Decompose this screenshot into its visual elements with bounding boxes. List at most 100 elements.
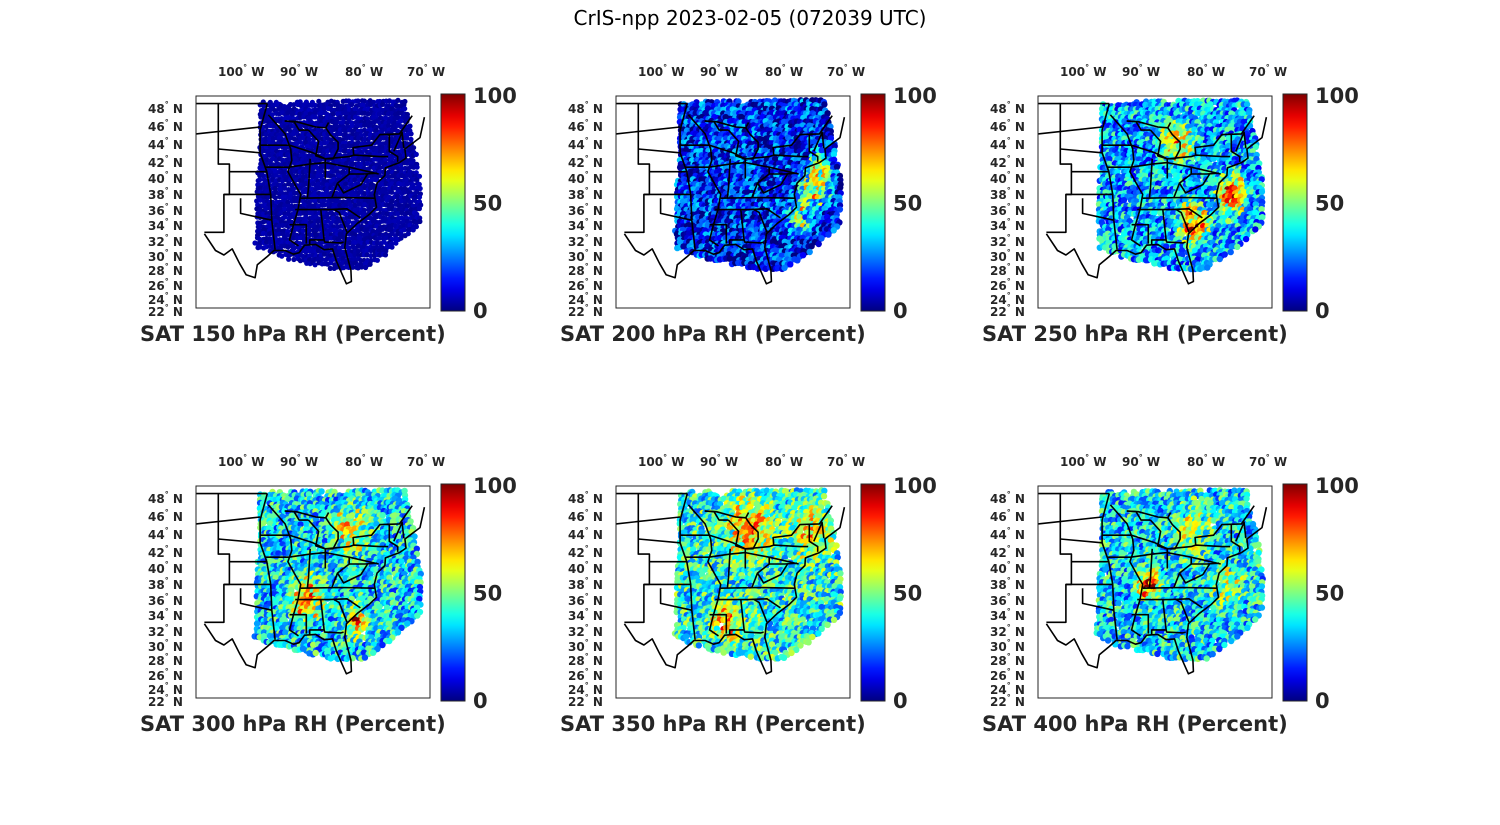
- rh-dot: [1207, 101, 1214, 108]
- rh-dot: [408, 131, 414, 137]
- rh-dot: [389, 244, 395, 250]
- rh-dot: [404, 135, 410, 141]
- rh-dot: [379, 197, 385, 203]
- rh-dot: [818, 235, 825, 242]
- rh-dot: [373, 214, 379, 220]
- map-frame: [615, 95, 851, 309]
- rh-dot: [319, 256, 325, 262]
- rh-dot: [407, 123, 413, 129]
- rh-dot: [260, 107, 266, 113]
- rh-dot: [306, 136, 312, 142]
- lat-tick-label: 44° N: [568, 136, 603, 152]
- rh-dot: [312, 262, 318, 268]
- rh-dot: [417, 218, 423, 225]
- lat-tick-label: 34° N: [568, 217, 603, 233]
- map-panel-150: 100° W 90° W 80° W 70° W 48° N 46° N 44° N 42° …: [140, 60, 540, 360]
- rh-dot: [368, 127, 374, 133]
- rh-dot: [398, 118, 404, 124]
- lat-tick-label: 42° N: [148, 154, 183, 170]
- rh-dot: [272, 185, 278, 192]
- rh-dot: [383, 235, 389, 241]
- rh-dot: [1245, 110, 1253, 117]
- rh-dot: [821, 101, 828, 108]
- rh-dot: [837, 184, 844, 191]
- rh-dot: [376, 235, 382, 241]
- lat-tick-label: 42° N: [568, 154, 603, 170]
- rh-dot: [825, 231, 832, 238]
- lat-tick-label: 48° N: [148, 100, 183, 116]
- map-plot-150: 100° W 90° W 80° W 70° W48° N46° N44° N42° …: [148, 63, 517, 323]
- lon-tick-label: 70° W: [407, 63, 445, 79]
- rh-dot: [306, 132, 312, 138]
- rh-dot: [343, 202, 349, 208]
- lat-tick-label: 32° N: [148, 233, 183, 249]
- rh-dot: [321, 140, 327, 146]
- rh-dot: [291, 102, 297, 108]
- rh-dot: [414, 211, 420, 217]
- lat-tick-label: 26° N: [568, 277, 603, 293]
- colorbar: [860, 93, 886, 312]
- colorbar-label-mid: 50: [893, 192, 922, 216]
- lon-tick-label: 80° W: [345, 63, 383, 79]
- rh-dot: [830, 151, 838, 158]
- rh-dot: [383, 115, 389, 121]
- rh-dot: [382, 252, 389, 258]
- rh-dot: [325, 243, 331, 249]
- rh-dot: [836, 206, 844, 213]
- rh-dot: [364, 248, 370, 254]
- rh-dot: [288, 214, 294, 220]
- lat-tick-label: 24° N: [568, 291, 603, 307]
- rh-dot: [318, 164, 324, 170]
- lat-tick-label: 44° N: [148, 136, 183, 152]
- rh-dot: [321, 106, 327, 112]
- rh-dot: [407, 199, 414, 205]
- lat-tick-label: 22° N: [568, 303, 603, 319]
- rh-dot: [416, 206, 422, 212]
- rh-dot: [395, 211, 401, 217]
- map-frame: [195, 95, 431, 309]
- panel-title: SAT 200 hPa RH (Percent): [560, 322, 866, 346]
- lat-tick-label: 48° N: [568, 100, 603, 116]
- rh-dot: [349, 101, 355, 108]
- lat-tick-label: 36° N: [568, 202, 603, 218]
- panel-title: SAT 150 hPa RH (Percent): [140, 322, 446, 346]
- rh-dot: [363, 264, 369, 271]
- rh-dot: [343, 143, 349, 150]
- rh-dot: [312, 114, 318, 120]
- rh-dot: [327, 265, 333, 271]
- rh-dot: [303, 249, 309, 255]
- rh-dot: [799, 252, 807, 259]
- lat-tick-label: 34° N: [148, 217, 183, 233]
- colorbar-label-max: 100: [473, 84, 517, 108]
- lat-tick-label: 22° N: [148, 303, 183, 319]
- rh-dot: [364, 227, 371, 233]
- rh-dot: [367, 261, 373, 267]
- lat-tick-label: 28° N: [568, 262, 603, 278]
- rh-dot: [405, 231, 411, 237]
- rh-dot: [343, 211, 349, 217]
- rh-dot: [312, 110, 318, 116]
- rh-dot: [325, 148, 331, 154]
- rh-dot: [395, 97, 401, 103]
- rh-dot: [379, 189, 386, 195]
- rh-dot: [417, 185, 423, 192]
- rh-dot: [346, 245, 352, 251]
- lat-tick-label: 46° N: [568, 118, 603, 134]
- lat-tick-label: 36° N: [148, 202, 183, 218]
- rh-dot: [346, 98, 352, 104]
- lon-tick-label: 90° W: [280, 63, 318, 79]
- map-panel-250: 100° W 90° W 80° W 70° W 48° N 46° N 44° N 42° …: [982, 60, 1382, 360]
- rh-dot: [356, 156, 362, 162]
- rh-dot: [808, 243, 815, 250]
- rh-dot: [352, 240, 358, 246]
- rh-dot: [374, 257, 380, 263]
- state-boundaries: [196, 102, 426, 285]
- rh-dot: [263, 131, 269, 137]
- rh-dot: [401, 189, 407, 195]
- lat-tick-label: 38° N: [148, 186, 183, 202]
- rh-dot: [279, 253, 285, 259]
- lon-tick-label: 70° W: [827, 63, 865, 79]
- rh-dot: [282, 214, 288, 220]
- rh-dot: [352, 106, 358, 112]
- rh-dot: [267, 231, 273, 237]
